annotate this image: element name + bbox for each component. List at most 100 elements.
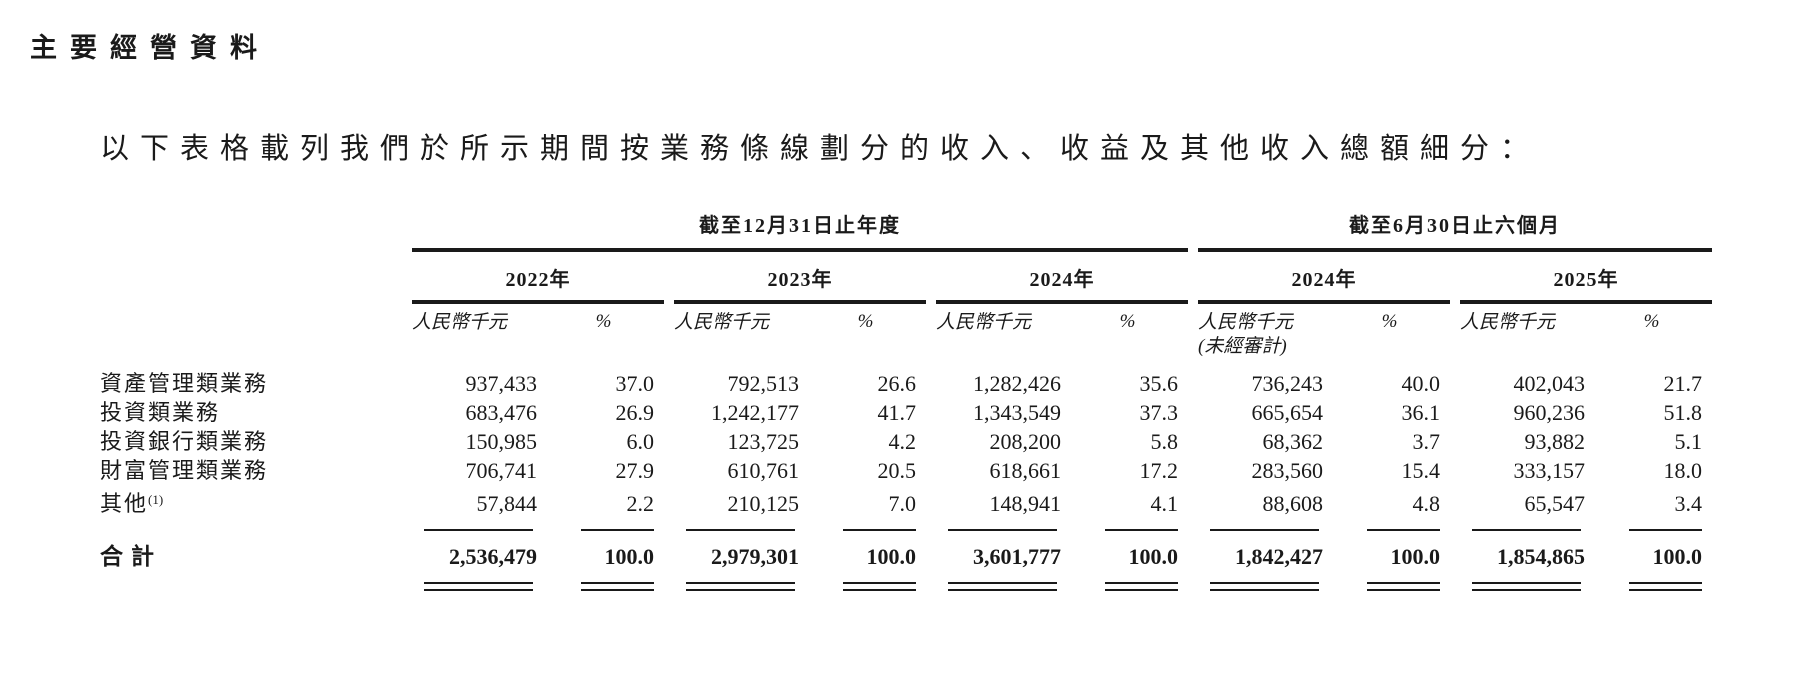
percent-cell: 36.1: [1401, 399, 1441, 425]
percent-cell: 4.1: [1150, 490, 1179, 516]
table-row-total: 合計 2,536,479 100.0 2,979,301 100.0 3,601…: [100, 536, 1712, 578]
gap-cell: [1188, 485, 1198, 518]
gap-cell: [664, 250, 674, 302]
percent-cell: 27.9: [615, 457, 655, 483]
unit-label: 人民幣千元: [412, 312, 508, 333]
rule-line: [1367, 528, 1440, 531]
gap-cell: [926, 369, 936, 398]
value-cell: 1,343,549: [973, 399, 1061, 425]
unit-label: 人民幣千元: [1460, 312, 1556, 333]
rule-line: [1210, 528, 1319, 531]
percent-cell: 7.0: [888, 490, 917, 516]
value-cell: 960,236: [1513, 399, 1586, 425]
value-cell: 123,725: [727, 428, 800, 454]
value-cell: 150,985: [465, 428, 538, 454]
gap-cell: [1188, 427, 1198, 456]
percent-cell: 40.0: [1401, 370, 1441, 396]
empty-cell: [100, 250, 412, 302]
percent-cell: 26.9: [615, 399, 655, 425]
gap-cell: [1188, 369, 1198, 398]
year-header-2024-interim: 2024年: [1198, 250, 1450, 304]
double-rule-line: [686, 581, 795, 591]
period-group-interim: 截至6月30日止六個月: [1198, 209, 1713, 252]
gap-cell: [1450, 302, 1460, 359]
value-cell: 65,547: [1524, 490, 1586, 516]
unit-label: 人民幣千元: [674, 312, 770, 333]
gap-cell: [926, 398, 936, 427]
spacer-row: [100, 359, 1712, 369]
percent-label: %: [1119, 311, 1136, 332]
value-cell: 610,761: [727, 457, 800, 483]
gap-cell: [1188, 536, 1198, 578]
total-value-cell: 1,854,865: [1497, 543, 1585, 569]
value-cell: 792,513: [727, 370, 800, 396]
rule-line: [424, 528, 533, 531]
percent-cell: 18.0: [1663, 457, 1703, 483]
percent-cell: 2.2: [626, 490, 655, 516]
row-label: 投資類業務: [100, 399, 221, 425]
percent-cell: 37.0: [615, 370, 655, 396]
percent-label: %: [1381, 311, 1398, 332]
period-group-header-row: 截至12月31日止年度 截至6月30日止六個月: [100, 209, 1713, 252]
row-label: 投資銀行類業務: [100, 428, 269, 454]
double-rule-line: [424, 581, 533, 591]
gap-cell: [664, 485, 674, 518]
gap-cell: [926, 427, 936, 456]
table-row-investment: 投資類業務 683,476 26.9 1,242,177 41.7 1,343,…: [100, 398, 1712, 427]
table-row-asset-management: 資產管理類業務 937,433 37.0 792,513 26.6 1,282,…: [100, 369, 1712, 398]
percent-cell: 21.7: [1663, 370, 1703, 396]
page-title: 主要經營資料: [30, 33, 270, 63]
percent-cell: 5.8: [1150, 428, 1179, 454]
double-rule-line: [1367, 581, 1440, 591]
unaudited-note: (未經審計): [1198, 335, 1287, 357]
percent-cell: 41.7: [877, 399, 917, 425]
double-rule-line: [581, 581, 654, 591]
year-header-2022: 2022年: [412, 250, 664, 304]
value-cell: 736,243: [1251, 370, 1324, 396]
percent-cell: 4.8: [1412, 490, 1441, 516]
total-value-cell: 2,979,301: [711, 543, 799, 569]
total-double-rule-row: [100, 578, 1712, 600]
double-rule-line: [948, 581, 1057, 591]
percent-cell: 20.5: [877, 457, 917, 483]
value-cell: 683,476: [465, 399, 538, 425]
value-cell: 283,560: [1251, 457, 1324, 483]
total-value-cell: 3,601,777: [973, 543, 1061, 569]
percent-cell: 15.4: [1401, 457, 1441, 483]
gap-cell: [664, 302, 674, 359]
year-header-2024: 2024年: [936, 250, 1188, 304]
double-rule-line: [1472, 581, 1581, 591]
unit-label-unaudited: 人民幣千元 (未經審計): [1198, 302, 1343, 359]
double-rule-line: [1210, 581, 1319, 591]
percent-cell: 3.7: [1412, 428, 1441, 454]
gap-cell: [1450, 536, 1460, 578]
total-percent-cell: 100.0: [866, 543, 917, 569]
document-page: 主要經營資料 以下表格載列我們於所示期間按業務條線劃分的收入、收益及其他收入總額…: [0, 26, 1820, 684]
gap-cell: [1450, 398, 1460, 427]
year-header-2025-interim: 2025年: [1460, 250, 1713, 304]
empty-cell: [100, 302, 412, 359]
value-cell: 68,362: [1262, 428, 1324, 454]
rule-line: [948, 528, 1057, 531]
rule-line: [581, 528, 654, 531]
row-label: 財富管理類業務: [100, 457, 269, 483]
gap-cell: [1450, 456, 1460, 485]
gap-cell: [1450, 485, 1460, 518]
percent-cell: 3.4: [1674, 490, 1703, 516]
value-cell: 57,844: [476, 490, 538, 516]
value-cell: 208,200: [989, 428, 1062, 454]
row-label: 資產管理類業務: [100, 370, 269, 396]
gap-cell: [926, 485, 936, 518]
gap-cell: [1188, 456, 1198, 485]
value-cell: 1,282,426: [973, 370, 1061, 396]
intro-paragraph: 以下表格載列我們於所示期間按業務條線劃分的收入、收益及其他收入總額細分：: [100, 133, 1541, 165]
rule-line: [1629, 528, 1703, 531]
value-cell: 402,043: [1513, 370, 1586, 396]
gap-cell: [1188, 398, 1198, 427]
percent-cell: 6.0: [626, 428, 655, 454]
total-percent-cell: 100.0: [1390, 543, 1441, 569]
gap-cell: [926, 536, 936, 578]
footnote-ref: (1): [148, 491, 164, 507]
gap-cell: [664, 369, 674, 398]
rule-line: [1472, 528, 1581, 531]
